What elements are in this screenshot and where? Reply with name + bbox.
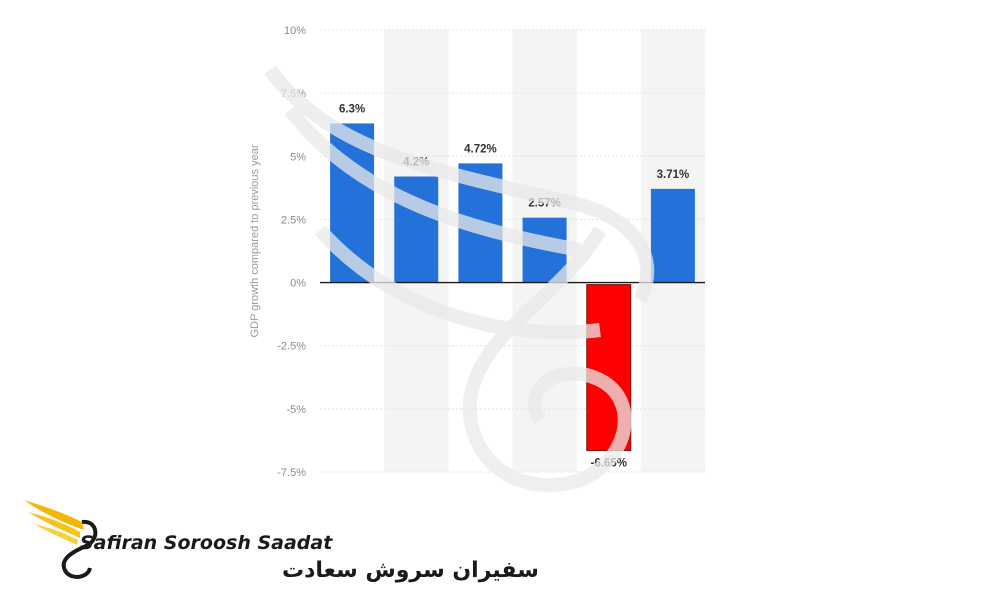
- y-tick-label: -2.5%: [277, 341, 306, 353]
- y-tick-label: 0%: [290, 278, 306, 290]
- y-tick-label: -5%: [286, 404, 306, 416]
- watermark-swirl-icon: [264, 65, 655, 493]
- y-tick-label: 10%: [284, 25, 306, 37]
- data-label: 4.72%: [464, 143, 497, 155]
- wing-logo-icon: [24, 500, 98, 579]
- brand-name-fa: سفیران سروش سعادت: [282, 558, 539, 583]
- brand-logo: Safiran Soroosh Saadat سفیران سروش سعادت: [24, 500, 539, 583]
- y-tick-label: -7.5%: [277, 467, 306, 479]
- bar: [650, 188, 695, 283]
- data-label: 6.3%: [339, 103, 365, 115]
- brand-name-en: Safiran Soroosh Saadat: [80, 532, 333, 554]
- y-tick-label: 2.5%: [281, 214, 306, 226]
- y-axis-label: GDP growth compared to previous year: [249, 144, 261, 337]
- data-label: 3.71%: [657, 169, 690, 181]
- y-tick-label: 5%: [290, 151, 306, 163]
